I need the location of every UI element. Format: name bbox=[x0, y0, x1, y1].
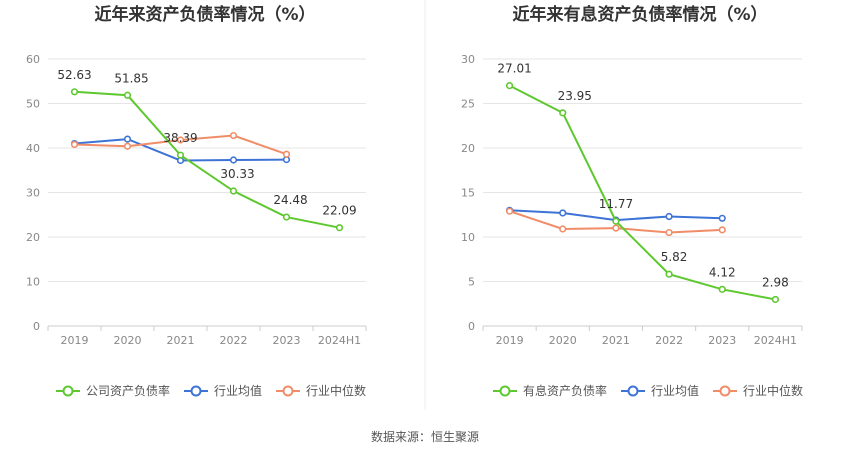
data-point bbox=[559, 209, 567, 217]
data-label: 27.01 bbox=[497, 62, 531, 76]
data-point bbox=[505, 207, 514, 215]
legend-marker bbox=[627, 385, 639, 397]
x-tick-label: 2019 bbox=[496, 334, 524, 347]
data-point bbox=[123, 135, 132, 143]
chart-title: 近年来资产负债率情况（%） bbox=[94, 4, 315, 25]
legend-label: 行业中位数 bbox=[743, 383, 803, 398]
x-tick-label: 2024H1 bbox=[318, 334, 361, 347]
data-point bbox=[335, 224, 344, 232]
data-point bbox=[176, 151, 185, 159]
series-line-0 bbox=[509, 84, 776, 301]
legend-marker bbox=[282, 385, 294, 397]
data-point bbox=[282, 213, 291, 221]
data-point bbox=[123, 142, 132, 150]
data-point bbox=[70, 88, 79, 96]
data-point bbox=[612, 224, 620, 232]
data-label: 51.85 bbox=[114, 71, 148, 85]
x-tick-label: 2020 bbox=[549, 334, 577, 347]
y-tick-label: 0 bbox=[33, 320, 40, 333]
x-tick-label: 2021 bbox=[167, 334, 195, 347]
legend-item-1[interactable]: 行业均值 bbox=[621, 383, 699, 398]
y-tick-label: 15 bbox=[461, 187, 475, 200]
x-tick-label: 2023 bbox=[273, 334, 301, 347]
legend-marker bbox=[719, 385, 731, 397]
data-point bbox=[282, 150, 291, 158]
y-tick-label: 40 bbox=[26, 142, 40, 155]
legend: 公司资产负债率 行业均值 行业中位数 bbox=[56, 383, 366, 398]
data-point bbox=[559, 225, 567, 233]
legend-label: 行业均值 bbox=[214, 383, 262, 398]
data-point bbox=[505, 82, 514, 90]
legend-item-0[interactable]: 有息资产负债率 bbox=[493, 383, 607, 398]
data-point bbox=[771, 295, 780, 304]
y-tick-label: 20 bbox=[26, 231, 40, 244]
legend-label: 公司资产负债率 bbox=[86, 383, 170, 398]
y-tick-label: 30 bbox=[461, 53, 475, 66]
x-tick-label: 2023 bbox=[708, 334, 736, 347]
data-label: 52.63 bbox=[57, 68, 91, 82]
data-point bbox=[718, 214, 726, 222]
data-point bbox=[123, 91, 132, 99]
chart-panel-2: 近年来有息资产负债率情况（%） 0 5 10 15 20 25 30 2019 2020 2021 2… bbox=[461, 4, 803, 398]
series-line-0 bbox=[74, 90, 340, 229]
data-point bbox=[718, 226, 726, 234]
x-tick-label: 2022 bbox=[220, 334, 248, 347]
y-tick-label: 10 bbox=[461, 231, 475, 244]
legend-marker bbox=[190, 385, 202, 397]
x-tick-label: 2022 bbox=[655, 334, 683, 347]
data-label: 11.77 bbox=[599, 197, 633, 211]
data-point bbox=[229, 187, 238, 195]
y-tick-label: 30 bbox=[26, 187, 40, 200]
data-label: 38.39 bbox=[163, 131, 197, 145]
source-caption: 数据来源：恒生聚源 bbox=[370, 430, 479, 444]
legend-label: 行业均值 bbox=[651, 383, 699, 398]
data-label: 23.95 bbox=[558, 89, 592, 103]
legend-label: 有息资产负债率 bbox=[523, 383, 607, 398]
x-tick-label: 2020 bbox=[114, 334, 142, 347]
data-label: 30.33 bbox=[220, 167, 254, 181]
data-point bbox=[70, 140, 79, 149]
legend-item-0[interactable]: 公司资产负债率 bbox=[56, 383, 170, 398]
chart-panel-1: 近年来资产负债率情况（%） 0 10 20 30 40 50 60 2019 2020 2021 20… bbox=[26, 4, 367, 398]
data-point bbox=[665, 270, 673, 278]
legend-item-1[interactable]: 行业均值 bbox=[184, 383, 262, 398]
y-tick-label: 20 bbox=[461, 142, 475, 155]
data-point bbox=[229, 156, 238, 164]
y-tick-label: 5 bbox=[468, 276, 475, 289]
data-point bbox=[229, 131, 238, 140]
x-tick-label: 2019 bbox=[61, 334, 89, 347]
x-tick-label: 2024H1 bbox=[754, 334, 797, 347]
data-point bbox=[718, 285, 726, 293]
legend-marker bbox=[499, 385, 511, 397]
data-point bbox=[665, 212, 673, 221]
chart-title: 近年来有息资产负债率情况（%） bbox=[512, 4, 767, 25]
y-tick-label: 10 bbox=[26, 276, 40, 289]
y-tick-label: 60 bbox=[26, 53, 40, 66]
data-label: 24.48 bbox=[273, 193, 307, 207]
x-tick-label: 2021 bbox=[602, 334, 630, 347]
legend-label: 行业中位数 bbox=[306, 383, 366, 398]
legend-marker bbox=[62, 385, 74, 397]
data-label: 5.82 bbox=[661, 250, 688, 264]
legend: 有息资产负债率 行业均值 行业中位数 bbox=[493, 383, 803, 398]
legend-item-2[interactable]: 行业中位数 bbox=[713, 383, 803, 398]
data-label: 4.12 bbox=[709, 265, 736, 279]
data-point bbox=[559, 109, 567, 117]
data-label: 22.09 bbox=[322, 204, 356, 218]
y-tick-label: 25 bbox=[461, 98, 475, 111]
data-point bbox=[665, 228, 673, 237]
legend-item-2[interactable]: 行业中位数 bbox=[276, 383, 366, 398]
data-point bbox=[612, 217, 620, 225]
data-point bbox=[176, 136, 185, 144]
data-label: 2.98 bbox=[762, 275, 789, 289]
y-tick-label: 0 bbox=[468, 320, 475, 333]
y-tick-label: 50 bbox=[26, 98, 40, 111]
